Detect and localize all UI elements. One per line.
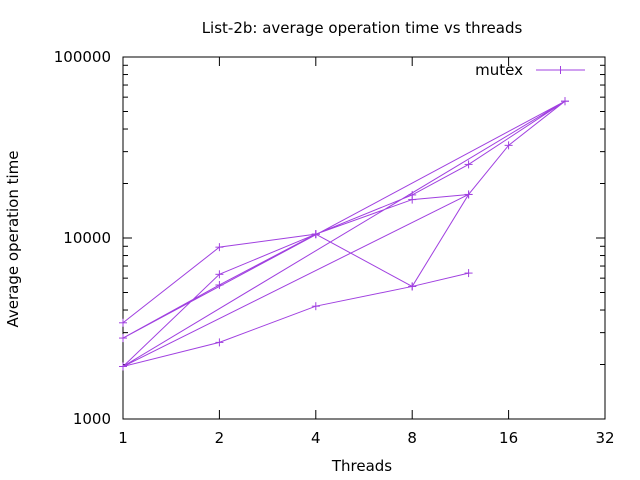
legend-label-mutex: mutex	[475, 61, 523, 79]
data-point	[560, 97, 569, 106]
y-tick-label-100000: 100000	[54, 48, 111, 66]
data-point	[215, 270, 224, 279]
data-point	[464, 269, 473, 278]
series-line-mutex	[122, 100, 566, 367]
x-tick-label-2: 2	[215, 429, 225, 447]
series-layer	[119, 97, 569, 371]
x-tick-label-8: 8	[407, 429, 417, 447]
legend: mutex	[475, 61, 585, 79]
plot-frame	[122, 56, 606, 420]
data-point	[215, 280, 224, 289]
data-point	[119, 318, 127, 327]
tick-labels: 1 2 4 8 16 32 1000 10000 100000	[54, 48, 615, 447]
data-point	[119, 362, 127, 371]
y-tick-label-1000: 1000	[73, 410, 111, 428]
data-point	[464, 190, 473, 199]
x-tick-label-4: 4	[311, 429, 321, 447]
x-axis-label: Threads	[331, 457, 392, 475]
x-tick-label-16: 16	[499, 429, 518, 447]
data-point	[119, 334, 127, 343]
x-tick-label-1: 1	[118, 429, 128, 447]
x-tick-label-32: 32	[595, 429, 614, 447]
y-tick-label-10000: 10000	[63, 229, 111, 247]
data-point	[215, 338, 224, 347]
axis-ticks	[122, 56, 606, 420]
data-point	[464, 160, 473, 169]
data-point	[408, 195, 417, 204]
y-axis-label: Average operation time	[4, 150, 22, 327]
data-point	[311, 230, 320, 239]
data-point	[408, 282, 417, 291]
data-point	[215, 243, 224, 252]
chart-title: List-2b: average operation time vs threa…	[202, 19, 523, 37]
data-point	[504, 141, 513, 150]
data-point	[311, 302, 320, 311]
